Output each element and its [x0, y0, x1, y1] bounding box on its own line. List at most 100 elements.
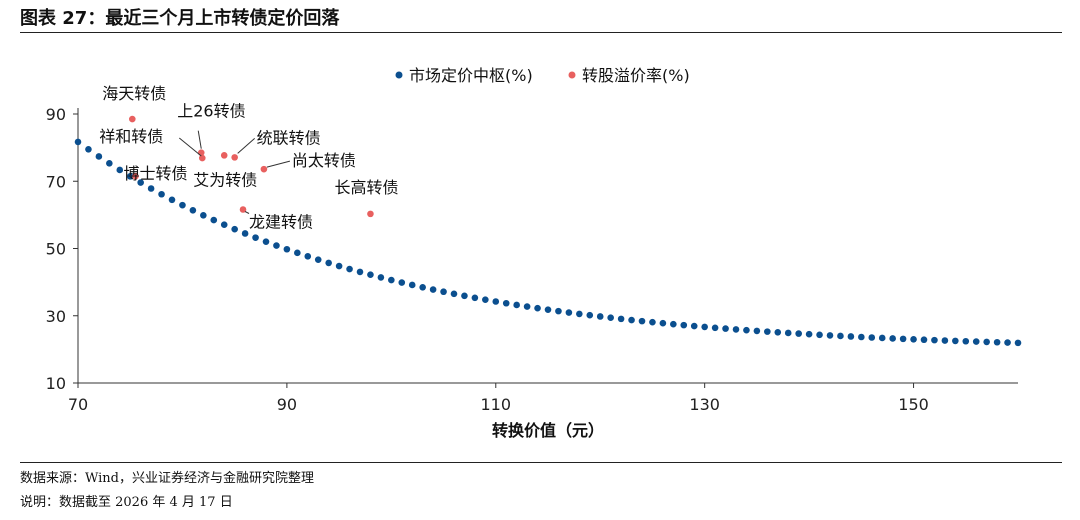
legend-item-premium-label: 转股溢价率(%) [582, 66, 690, 85]
leader-line [178, 137, 202, 157]
pricing-center-point [837, 332, 844, 340]
pricing-center-point [868, 334, 876, 341]
pricing-center-point [74, 138, 82, 146]
x-tick-label: 130 [689, 395, 720, 414]
title-rule [20, 32, 1062, 33]
x-axis-title: 转换价值（元） [492, 421, 604, 440]
pricing-center-point [920, 336, 928, 344]
pricing-center-point [325, 259, 332, 267]
pricing-center-point [346, 265, 353, 273]
pricing-center-point [377, 274, 385, 281]
pricing-center-point [210, 216, 218, 224]
pricing-center-point [502, 299, 510, 307]
pricing-center-point [116, 166, 124, 174]
pricing-center-point [983, 338, 990, 346]
y-tick-label: 10 [46, 374, 66, 393]
leader-line [197, 130, 202, 149]
y-tick-label: 30 [46, 307, 66, 326]
pricing-center-point [492, 298, 500, 305]
pricing-center-point [262, 238, 270, 245]
pricing-center-point [85, 146, 92, 153]
pricing-center-point [294, 249, 301, 257]
pricing-center-point [628, 316, 635, 324]
pricing-center-point [304, 253, 312, 260]
data-label: 上26转债 [177, 102, 245, 121]
legend-item-pricing-center-marker [395, 71, 403, 79]
pricing-center-point [764, 328, 771, 335]
pricing-center-point [972, 338, 980, 345]
premium-point [129, 115, 136, 123]
pricing-center-point [931, 336, 938, 344]
pricing-center-point [179, 201, 186, 209]
leader-line [266, 160, 291, 168]
pricing-center-point [659, 319, 667, 327]
pricing-center-point [732, 326, 740, 333]
pricing-center-point [241, 230, 249, 237]
pricing-center-point [388, 276, 395, 284]
premium-point [239, 206, 247, 213]
pricing-center-point [607, 314, 614, 322]
pricing-center-point [367, 271, 374, 279]
legend-item-premium-marker [568, 71, 576, 79]
pricing-center-point [805, 330, 813, 338]
pricing-center-point [450, 290, 458, 298]
pricing-center-point [784, 329, 792, 337]
pricing-center-point [200, 211, 207, 219]
data-label: 龙建转债 [249, 212, 313, 231]
pricing-center-point [523, 303, 531, 310]
pricing-center-point [941, 337, 949, 344]
pricing-center-point [168, 196, 176, 204]
pricing-center-point [952, 337, 959, 345]
x-tick-label: 150 [898, 395, 929, 414]
pricing-center-point [701, 323, 708, 331]
pricing-center-point [461, 292, 468, 300]
x-tick-label: 90 [277, 395, 297, 414]
pricing-center-point [482, 296, 489, 303]
legend: 市场定价中枢(%) 转股溢价率(%) [395, 66, 690, 85]
pricing-center-point [429, 286, 437, 293]
pricing-center-point [440, 288, 447, 296]
y-tick-label: 90 [46, 105, 66, 124]
data-label: 博士转债 [123, 164, 187, 183]
pricing-center-point [690, 322, 698, 330]
y-tick-label: 50 [46, 240, 66, 259]
data-label: 艾为转债 [193, 170, 257, 189]
pricing-center-point [534, 304, 541, 312]
pricing-center-point [544, 306, 552, 313]
pricing-center-point [419, 284, 426, 291]
premium-point [367, 210, 374, 218]
pricing-center-point [565, 309, 573, 316]
pricing-center-point [878, 334, 886, 342]
leader-line [237, 138, 255, 154]
data-label: 海天转债 [102, 84, 166, 103]
footer-rule [20, 462, 1062, 463]
pricing-center-point [220, 221, 228, 229]
pricing-center-point [471, 294, 479, 302]
pricing-center-point [106, 160, 113, 167]
pricing-center-point [408, 281, 416, 289]
source-note: 数据来源：Wind，兴业证券经济与金融研究院整理 [20, 471, 314, 486]
leader-line [244, 211, 250, 214]
data-label: 统联转债 [257, 128, 321, 147]
pricing-center-point [189, 206, 197, 214]
pricing-center-point [816, 331, 823, 339]
pricing-center-point [147, 185, 155, 192]
data-label: 长高转债 [334, 178, 398, 197]
pricing-center-point [617, 315, 625, 323]
premium-point [231, 154, 238, 161]
y-tick-label: 70 [46, 172, 66, 191]
pricing-center-point [1004, 339, 1011, 346]
x-tick-label: 110 [481, 395, 512, 414]
pricing-center-point [711, 324, 719, 332]
pricing-center-series [74, 138, 1022, 347]
pricing-center-point [283, 245, 291, 253]
pricing-center-point [158, 190, 165, 198]
pricing-center-point [743, 326, 750, 334]
pricing-center-point [576, 310, 583, 318]
pricing-center-point [273, 242, 280, 249]
pricing-center-point [649, 318, 656, 326]
legend-item-pricing-center-label: 市场定价中枢(%) [409, 66, 533, 85]
pricing-center-point [314, 256, 322, 263]
x-tick-label: 70 [68, 395, 88, 414]
